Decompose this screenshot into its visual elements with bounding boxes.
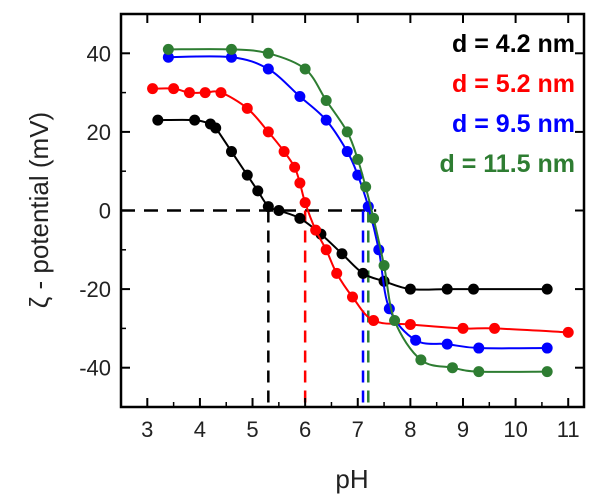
data-point [368,212,380,224]
data-point [341,146,353,158]
legend-entry: d = 9.5 nm [452,110,575,138]
data-point [299,63,311,75]
x-tick-label: 11 [557,417,580,442]
data-point [162,51,174,63]
data-point [289,161,301,173]
data-point [262,126,274,138]
data-point [352,153,364,165]
x-tick-label: 8 [404,417,416,442]
x-axis-title: pH [335,464,368,494]
data-point [252,185,264,197]
data-point [368,315,380,327]
data-point [310,224,322,236]
data-point [489,322,501,334]
data-point [225,146,237,158]
legend-entry: d = 5.2 nm [452,70,575,98]
data-point [225,51,237,63]
y-tick-label: -40 [79,356,111,381]
data-point [168,83,180,95]
y-axis-title: ζ - potential (mV) [24,112,54,308]
x-tick-label: 7 [352,417,364,442]
data-point [262,63,274,75]
y-tick-label: 0 [99,199,111,224]
data-point [294,91,306,103]
data-point [341,126,353,138]
data-point [147,83,159,95]
x-tick-label: 5 [246,417,258,442]
x-tick-label: 9 [457,417,469,442]
data-point [473,366,485,378]
data-point [225,43,237,55]
data-point [278,146,290,158]
data-point [294,177,306,189]
data-point [446,362,458,374]
data-point [189,114,201,126]
data-point [441,338,453,350]
data-point [457,322,469,334]
data-point [404,283,416,295]
x-tick-label: 4 [194,417,206,442]
data-point [541,366,553,378]
data-point [383,303,395,315]
data-point [162,43,174,55]
data-point [473,342,485,354]
data-point [262,201,274,213]
data-point [320,244,332,256]
data-point [441,283,453,295]
data-point [378,260,390,272]
data-point [468,283,480,295]
data-point [415,354,427,366]
legend-entry: d = 11.5 nm [440,150,576,178]
data-point [183,87,195,99]
data-point [152,114,164,126]
data-point [562,326,574,338]
data-point [241,169,253,181]
data-point [404,318,416,330]
data-point [199,87,211,99]
data-point [299,197,311,209]
data-point [373,244,385,256]
data-point [541,342,553,354]
data-point [294,212,306,224]
data-point [241,102,253,114]
data-point [320,114,332,126]
y-tick-label: -20 [79,277,111,302]
data-point [389,315,401,327]
data-point [336,248,348,260]
data-point [273,205,285,216]
data-point [347,291,358,303]
data-point [352,169,364,181]
data-point [320,94,332,106]
y-tick-label: 40 [87,41,111,66]
data-point [331,267,343,279]
data-point [215,87,227,99]
data-point [541,283,553,295]
data-point [360,181,372,193]
x-tick-label: 6 [299,417,311,442]
data-point [357,267,369,279]
data-point [262,47,274,59]
data-point [410,334,422,346]
x-tick-label: 10 [503,417,527,442]
data-point [210,122,222,134]
x-tick-label: 3 [141,417,153,442]
y-tick-label: 20 [87,120,111,145]
legend-entry: d = 4.2 nm [452,30,575,58]
